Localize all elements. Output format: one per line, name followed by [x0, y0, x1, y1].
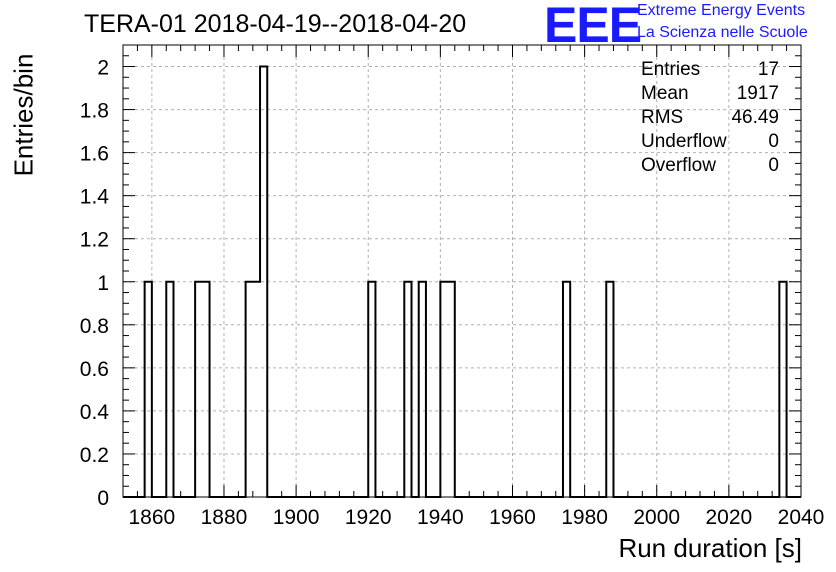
stat-label: RMS	[641, 107, 684, 128]
x-tick-label: 2040	[778, 506, 825, 529]
y-axis-label: Entries/bin	[8, 53, 39, 177]
x-tick-label: 1900	[273, 506, 320, 529]
x-tick-label: 2000	[633, 506, 680, 529]
histogram-bin	[253, 282, 260, 497]
histogram-bin	[202, 282, 209, 497]
stat-value: 17	[757, 59, 779, 80]
y-tick-label: 0.2	[80, 444, 109, 467]
stat-label: Overflow	[641, 155, 716, 176]
logo-line-2: La Scienza nelle Scuole	[637, 24, 808, 41]
histogram-bin	[779, 282, 786, 497]
stat-label: Underflow	[641, 131, 727, 152]
histogram-bin	[419, 282, 426, 497]
y-tick-label: 1	[97, 272, 109, 295]
y-tick-label: 1.8	[80, 100, 109, 123]
x-tick-label: 1960	[489, 506, 536, 529]
x-tick-label: 2020	[706, 506, 753, 529]
x-axis-label: Run duration [s]	[618, 533, 802, 563]
stat-row-entries: Entries 17	[641, 58, 779, 82]
y-tick-label: 1.2	[80, 229, 109, 252]
y-axis-label-wrap: Entries/bin	[4, 40, 44, 190]
stat-value: 1917	[736, 83, 779, 104]
chart-title: TERA-01 2018-04-19--2018-04-20	[84, 10, 467, 38]
logo-line-1: Extreme Energy Events	[637, 2, 806, 19]
histogram-bin	[145, 282, 152, 497]
stat-row-mean: Mean 1917	[641, 82, 779, 106]
histogram-bin	[368, 282, 375, 497]
stat-label: Entries	[641, 59, 701, 80]
histogram-bin	[440, 282, 447, 497]
histogram-bin	[404, 282, 411, 497]
y-tick-label: 1.4	[80, 186, 110, 209]
x-tick-label: 1880	[201, 506, 248, 529]
stat-value: 46.49	[731, 107, 779, 128]
histogram-bin	[448, 282, 455, 497]
y-tick-label: 0.8	[80, 315, 109, 338]
stat-row-underflow: Underflow 0	[641, 130, 779, 154]
y-tick-label: 0.4	[80, 401, 110, 424]
stat-label: Mean	[641, 83, 689, 104]
x-tick-label: 1920	[345, 506, 392, 529]
y-tick-label: 0.6	[80, 358, 109, 381]
stat-value: 0	[768, 155, 779, 176]
y-tick-label: 0	[97, 487, 109, 510]
histogram-series	[123, 65, 801, 498]
histogram-bin	[195, 282, 202, 497]
stat-value: 0	[768, 131, 779, 152]
histogram-bin	[246, 282, 253, 497]
y-tick-label: 2	[97, 57, 109, 80]
x-tick-label: 1860	[128, 506, 175, 529]
y-tick-label: 1.6	[80, 143, 109, 166]
histogram-bin	[563, 282, 570, 497]
x-tick-label: 1940	[417, 506, 464, 529]
stats-box: Entries 17 Mean 1917 RMS 46.49 Underflow…	[641, 58, 779, 178]
eee-logo-mark: EEE	[544, 0, 642, 53]
stat-row-overflow: Overflow 0	[641, 154, 779, 178]
stat-row-rms: RMS 46.49	[641, 106, 779, 130]
x-tick-label: 1980	[561, 506, 608, 529]
histogram-bin	[166, 282, 173, 497]
histogram-bin	[606, 282, 613, 497]
